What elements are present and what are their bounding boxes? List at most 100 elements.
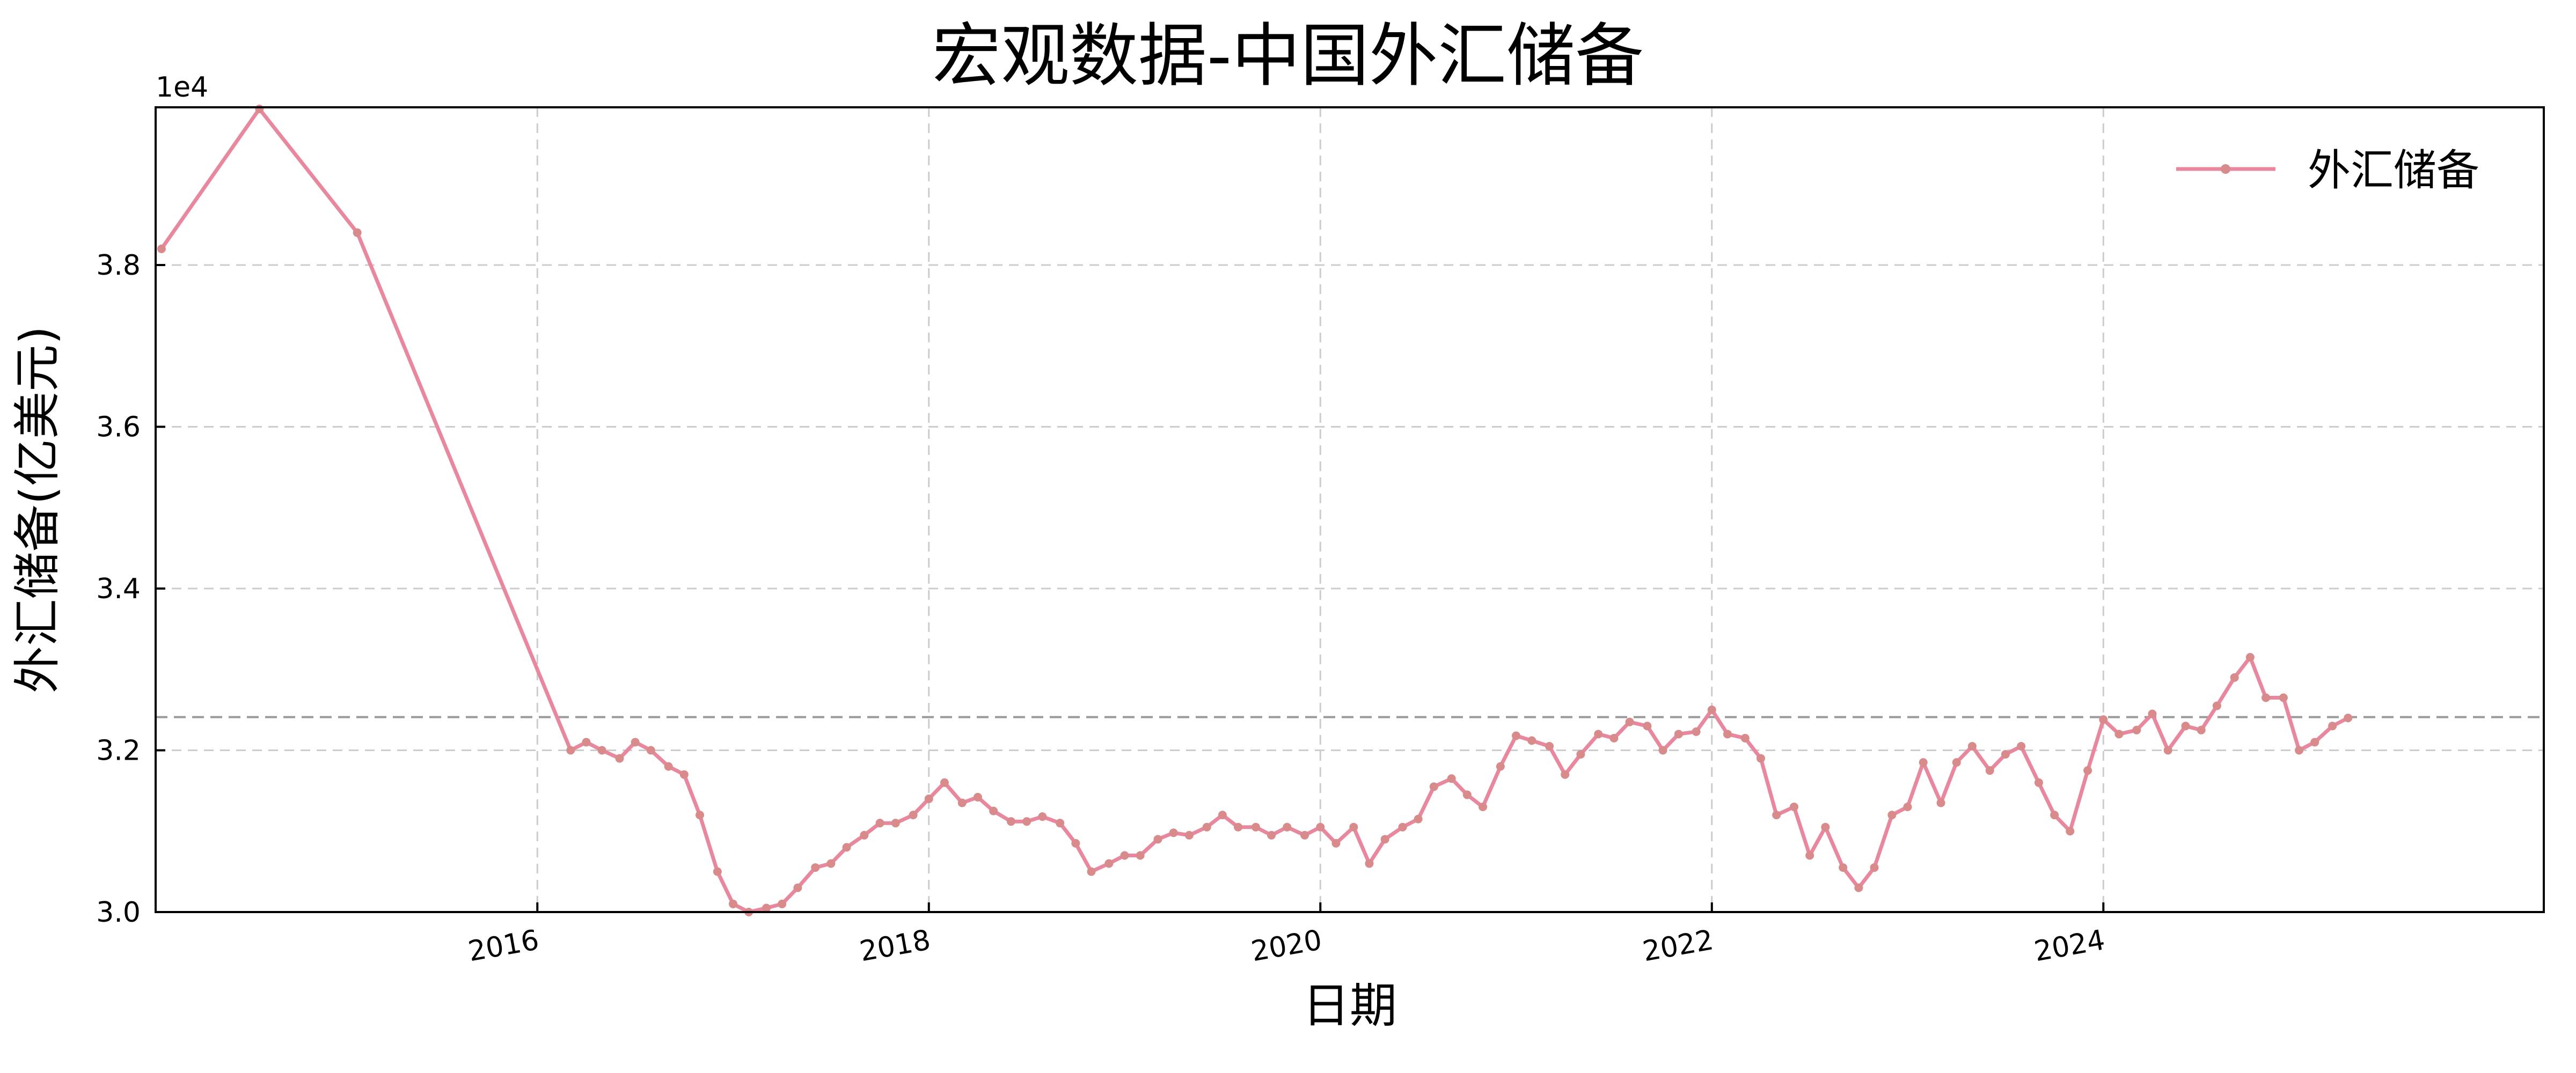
data-point xyxy=(1496,762,1505,771)
data-point xyxy=(909,811,918,820)
data-point xyxy=(811,863,820,872)
data-point xyxy=(2328,722,2337,731)
data-point xyxy=(1576,750,1585,759)
data-point xyxy=(1512,731,1521,740)
data-point xyxy=(2181,722,2190,731)
data-point xyxy=(713,867,722,876)
data-point xyxy=(2017,741,2026,751)
data-point xyxy=(1136,851,1145,860)
data-point xyxy=(1349,822,1358,832)
y-offset-label: 1e4 xyxy=(156,71,208,104)
data-point xyxy=(1234,822,1243,832)
data-point xyxy=(1087,867,1096,876)
data-point xyxy=(1527,736,1536,745)
data-point xyxy=(1251,822,1260,832)
data-point xyxy=(1594,730,1603,739)
data-point xyxy=(826,859,836,868)
data-point xyxy=(1772,811,1781,820)
data-point xyxy=(615,754,624,763)
data-point xyxy=(1071,839,1080,848)
y-tick-label: 3.0 xyxy=(96,896,141,929)
series-line xyxy=(160,107,2349,914)
markers-layer xyxy=(157,105,2353,916)
data-point xyxy=(2245,653,2255,662)
data-point xyxy=(679,770,689,779)
data-point xyxy=(973,792,982,802)
data-point xyxy=(957,798,967,807)
data-point xyxy=(2066,827,2075,836)
data-point xyxy=(664,762,673,771)
x-axis-label: 日期 xyxy=(1302,978,1397,1033)
data-point xyxy=(1316,822,1325,832)
data-point xyxy=(1723,730,1732,739)
data-point xyxy=(729,899,738,908)
data-point xyxy=(860,831,869,840)
data-point xyxy=(1447,774,1456,783)
data-point xyxy=(793,883,802,892)
data-point xyxy=(1153,835,1162,844)
data-point xyxy=(1789,803,1798,812)
data-point xyxy=(2163,746,2172,755)
y-tick-label: 3.2 xyxy=(96,734,141,767)
data-point xyxy=(1414,814,1423,824)
data-point xyxy=(2344,714,2353,723)
y-tick-label: 3.4 xyxy=(96,573,141,605)
data-point xyxy=(597,746,606,755)
data-point xyxy=(1643,722,1652,731)
legend-label: 外汇储备 xyxy=(2308,145,2479,195)
data-point xyxy=(940,778,949,787)
x-tick-label: 2022 xyxy=(1640,924,1716,968)
data-point xyxy=(1038,812,1047,821)
data-point xyxy=(1821,822,1830,832)
data-point xyxy=(631,738,640,747)
x-tick-label: 2024 xyxy=(2032,924,2107,968)
data-point xyxy=(1218,811,1227,820)
data-point xyxy=(891,819,900,828)
data-point xyxy=(2197,725,2206,734)
data-point xyxy=(1056,819,1065,828)
data-point xyxy=(1561,770,1570,779)
data-point xyxy=(1740,733,1750,743)
data-point xyxy=(1022,817,1031,826)
data-point xyxy=(1169,828,1178,837)
data-point xyxy=(1854,883,1863,892)
data-point xyxy=(1903,803,1912,812)
grid-layer xyxy=(156,107,2544,913)
data-point xyxy=(646,746,655,755)
data-point xyxy=(1985,766,1994,775)
data-point xyxy=(1919,758,1928,767)
data-point xyxy=(2295,746,2304,755)
data-point xyxy=(1120,851,1129,860)
data-point xyxy=(1380,835,1389,844)
legend-swatch-marker xyxy=(2221,164,2230,174)
data-point xyxy=(1805,851,1814,860)
data-point xyxy=(1609,733,1619,743)
data-point xyxy=(1006,817,1015,826)
data-point xyxy=(1184,831,1194,840)
data-point xyxy=(1625,717,1634,726)
data-point xyxy=(1300,831,1309,840)
data-point xyxy=(2262,693,2271,702)
data-point xyxy=(924,794,933,803)
data-point xyxy=(989,806,998,815)
data-point xyxy=(2230,673,2239,682)
data-point xyxy=(2114,730,2124,739)
data-point xyxy=(696,811,705,820)
data-point xyxy=(2310,738,2319,747)
data-point xyxy=(1887,811,1897,820)
ticks-layer: 3.0 3.2 3.4 3.6 3.8 2016 2018 2020 2022 2024 xyxy=(96,249,2107,968)
data-point xyxy=(1870,863,1879,872)
data-point xyxy=(842,843,851,852)
data-point xyxy=(1283,822,1292,832)
data-point xyxy=(2279,693,2288,702)
data-point xyxy=(2083,766,2092,775)
data-point xyxy=(1545,741,1554,751)
y-tick-label: 3.8 xyxy=(96,249,141,282)
data-point xyxy=(1692,727,1701,736)
data-point xyxy=(2050,811,2059,820)
data-point xyxy=(1429,782,1438,791)
data-point xyxy=(1967,741,1977,751)
legend: 外汇储备 xyxy=(2176,145,2479,195)
y-axis-label: 外汇储备(亿美元) xyxy=(10,326,65,694)
